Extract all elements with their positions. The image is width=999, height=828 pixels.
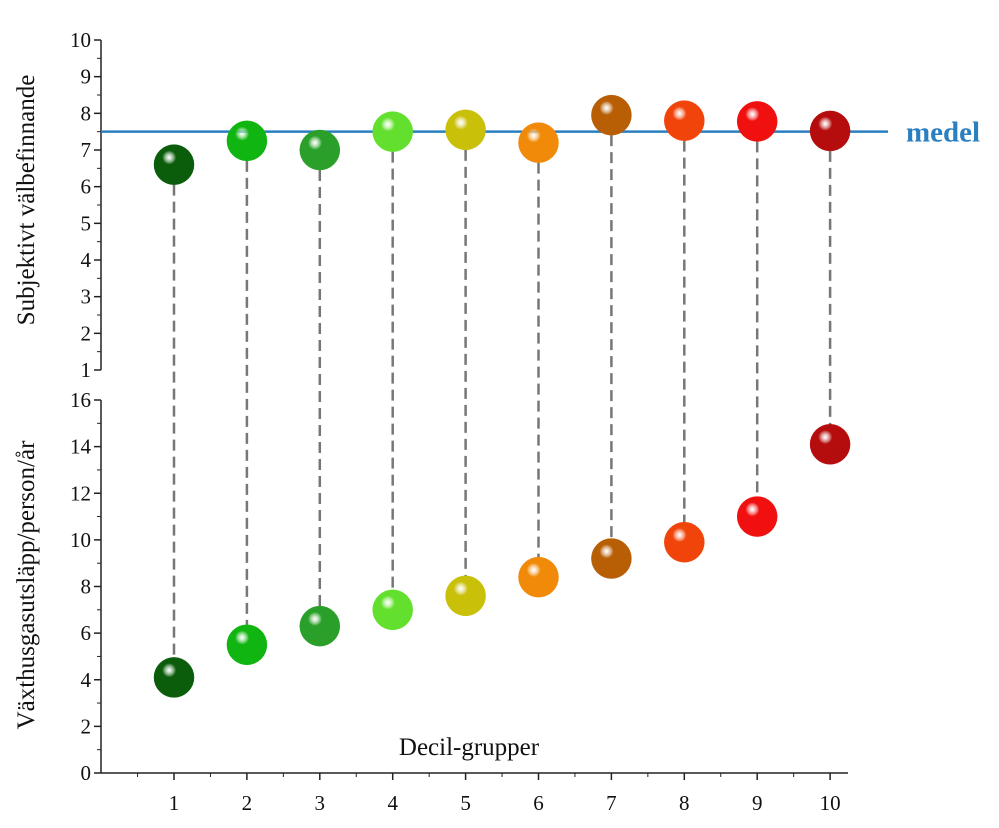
- bottom-y-tick-label: 8: [81, 575, 92, 599]
- emission-point: [445, 575, 486, 617]
- wellbeing-point: [809, 110, 851, 152]
- x-tick-label: 1: [169, 791, 180, 815]
- x-tick-label: 10: [820, 791, 841, 815]
- wellbeing-point: [445, 109, 486, 151]
- top-y-tick-label: 5: [81, 211, 92, 235]
- top-y-tick-label: 7: [81, 138, 92, 162]
- wellbeing-point: [736, 101, 778, 142]
- wellbeing-point: [664, 100, 705, 141]
- emission-point: [591, 538, 632, 579]
- bottom-y-tick-label: 16: [70, 388, 91, 412]
- data-points: [153, 94, 851, 698]
- top-y-tick-label: 3: [81, 285, 92, 309]
- wellbeing-point: [299, 129, 341, 171]
- emission-point: [372, 589, 413, 631]
- top-y-tick-label: 1: [81, 358, 92, 382]
- emission-point: [809, 424, 851, 465]
- wellbeing-point: [591, 94, 632, 136]
- x-tick-label: 9: [752, 791, 763, 815]
- wellbeing-point: [518, 122, 559, 163]
- wellbeing-point: [226, 120, 268, 162]
- top-y-tick-label: 10: [70, 28, 91, 52]
- top-y-ticks: 1 2 3 4 5 6 7 8 9 10: [70, 28, 101, 382]
- bottom-y-tick-label: 6: [81, 621, 92, 645]
- emission-point: [153, 657, 195, 698]
- x-tick-label: 6: [533, 791, 544, 815]
- wellbeing-point: [153, 144, 195, 185]
- top-y-tick-label: 6: [81, 175, 92, 199]
- top-y-tick-label: 8: [81, 101, 92, 125]
- x-ticks: 1 2 3 4 5 6 7 8 9 10: [137, 773, 841, 815]
- emission-point: [664, 521, 705, 563]
- connector-lines: [172, 135, 832, 658]
- emission-point: [226, 624, 268, 666]
- bottom-y-tick-label: 12: [70, 481, 91, 505]
- x-tick-label: 2: [242, 791, 253, 815]
- bottom-y-tick-label: 0: [81, 761, 92, 785]
- top-y-tick-label: 9: [81, 65, 92, 89]
- x-tick-label: 4: [387, 791, 398, 815]
- top-y-axis-title: Subjektivt välbefinnande: [13, 75, 40, 326]
- wellbeing-point: [372, 111, 413, 152]
- bottom-y-tick-label: 10: [70, 528, 91, 552]
- emission-point: [299, 605, 341, 647]
- x-tick-label: 7: [606, 791, 617, 815]
- top-panel: 1 2 3 4 5 6 7 8 9 10 Subjektivt välbefinnande med…: [13, 28, 980, 382]
- medel-label: medel: [906, 117, 980, 149]
- bottom-y-tick-label: 4: [81, 668, 92, 692]
- emission-point: [736, 496, 778, 537]
- top-y-tick-label: 2: [81, 321, 92, 345]
- bottom-y-tick-label: 2: [81, 714, 92, 738]
- top-y-tick-label: 4: [81, 248, 92, 272]
- bottom-y-ticks: 0 2 4 6 8 10 12 14 16: [70, 388, 101, 785]
- bottom-y-axis-title: Växthusgasutsläpp/person/år: [13, 440, 40, 730]
- bottom-y-tick-label: 14: [70, 435, 92, 459]
- x-axis-title: Decil-grupper: [399, 734, 540, 761]
- x-tick-label: 8: [679, 791, 690, 815]
- x-tick-label: 5: [460, 791, 471, 815]
- x-tick-label: 3: [315, 791, 326, 815]
- emission-point: [518, 556, 559, 598]
